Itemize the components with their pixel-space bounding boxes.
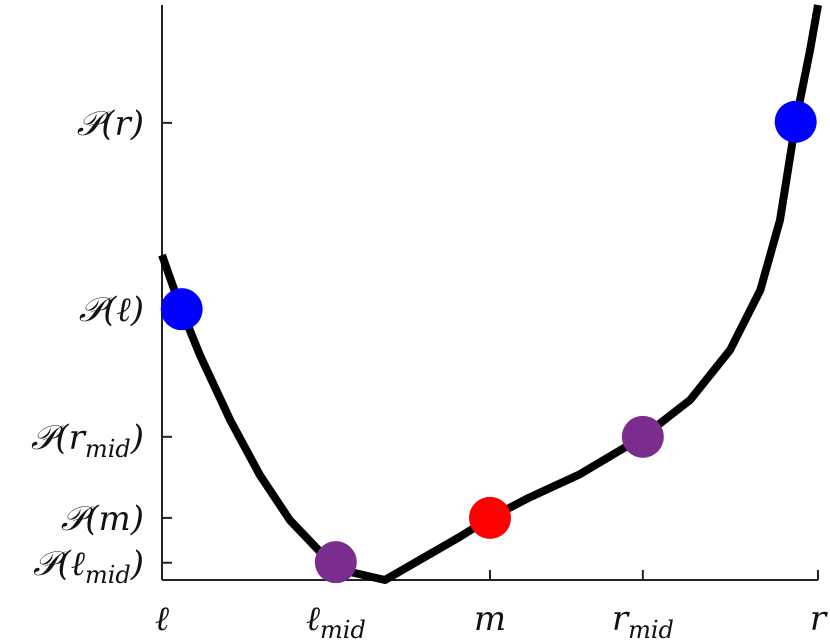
y-tick-label: 𝒫(r) — [77, 104, 144, 144]
y-tick-label-main: 𝒫(r) — [77, 104, 144, 144]
x-tick-label-main: r — [612, 599, 630, 639]
y-tick-label-sub: mid — [85, 561, 131, 589]
x-tick-label-sub: mid — [628, 616, 674, 643]
x-tick-label: r — [810, 599, 828, 639]
y-tick-label: 𝒫(ℓmid) — [33, 544, 144, 589]
point — [774, 100, 817, 143]
x-tick-label: ℓ — [155, 599, 169, 639]
x-tick-label-sub: mid — [320, 616, 366, 643]
x-tick-label: m — [474, 599, 506, 639]
y-tick-label-main: 𝒫(r — [31, 418, 87, 458]
y-tick-label-main: 𝒫(ℓ) — [79, 290, 144, 330]
point — [314, 541, 357, 584]
point — [621, 415, 664, 458]
y-tick-label: 𝒫(m) — [61, 499, 144, 539]
point — [469, 496, 511, 539]
x-tick-label: ℓmid — [306, 599, 366, 643]
y-tick-label-sub: mid — [85, 435, 131, 463]
curve — [158, 4, 822, 584]
y-tick-label: 𝒫(rmid) — [31, 418, 144, 463]
y-tick-label: 𝒫(ℓ) — [79, 290, 144, 330]
x-tick-label-main: m — [474, 599, 506, 639]
x-tick-label-main: r — [810, 599, 828, 639]
y-tick-label-main: 𝒫(ℓ — [33, 544, 85, 584]
point — [160, 288, 203, 331]
y-tick-label-close: ) — [130, 418, 144, 458]
y-tick-label-close: ) — [130, 544, 144, 584]
x-tick-label-main: ℓ — [155, 599, 169, 639]
x-tick-label-main: ℓ — [306, 599, 320, 639]
y-tick-label-main: 𝒫(m) — [61, 499, 144, 539]
x-tick-label: rmid — [612, 599, 674, 643]
